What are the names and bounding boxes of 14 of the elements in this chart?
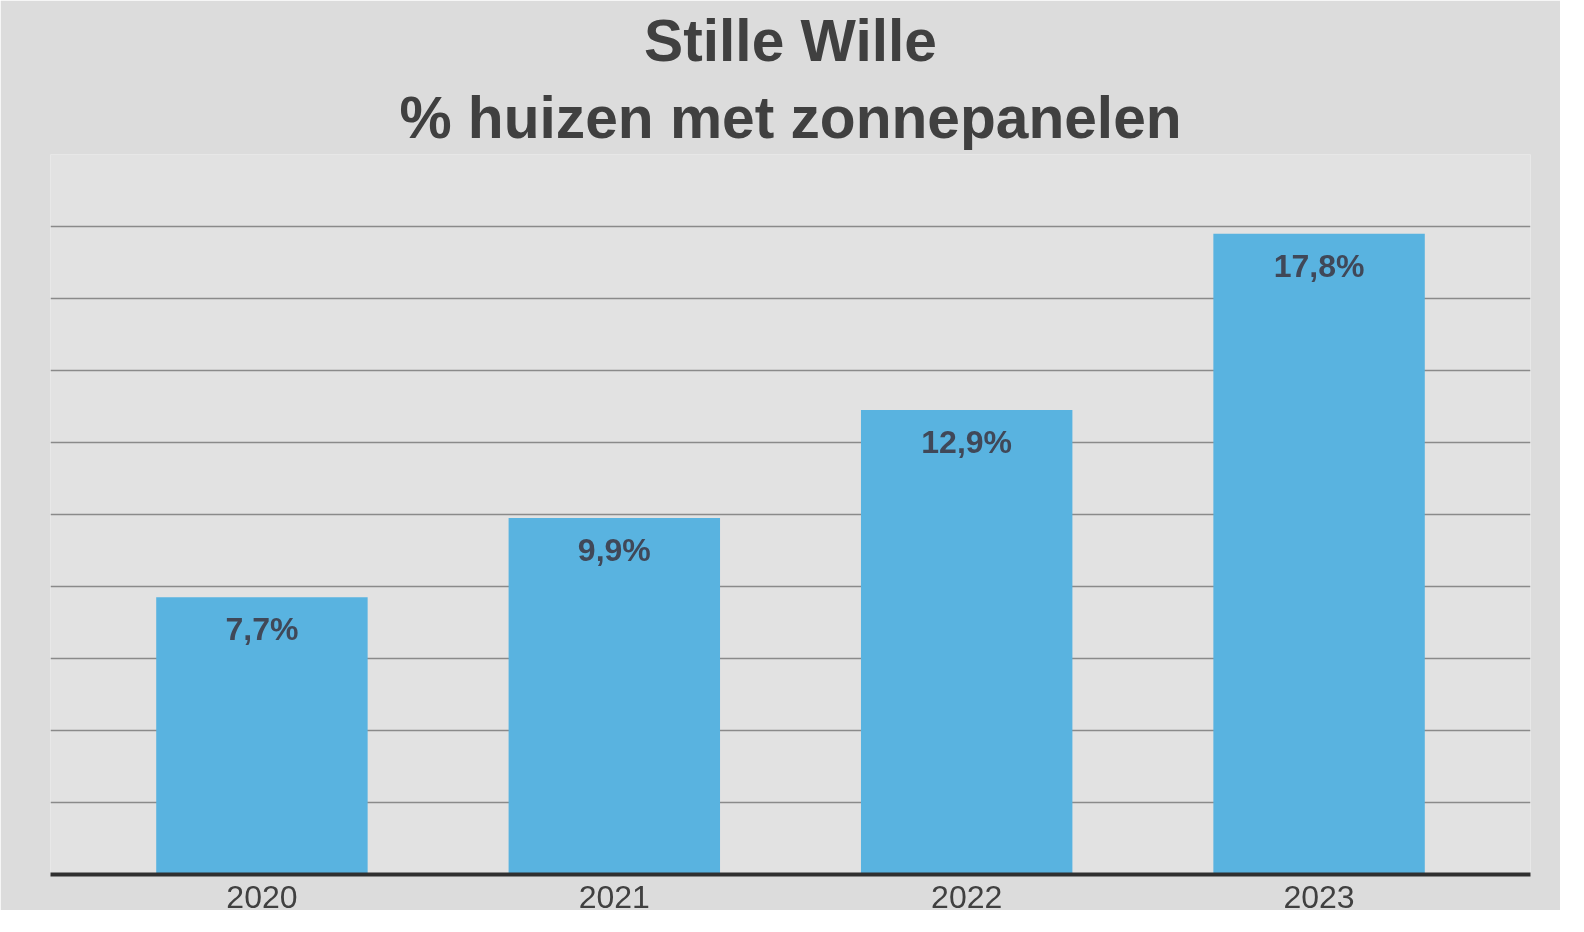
x-tick-label: 2023 [1283,878,1355,915]
x-tick-label: 2021 [578,878,650,915]
bar [860,410,1073,875]
x-tick-label: 2020 [226,878,298,915]
x-tick-label: 2022 [931,878,1003,915]
data-label: 12,9% [921,424,1013,461]
bar [1213,233,1425,875]
bar [508,518,721,875]
chart-title: Stille Wille [644,7,937,73]
chart-subtitle: % huizen met zonnepanelen [399,84,1182,150]
bar [156,597,368,875]
data-label: 7,7% [225,611,299,648]
data-label: 17,8% [1273,247,1365,284]
data-label: 9,9% [577,532,651,569]
